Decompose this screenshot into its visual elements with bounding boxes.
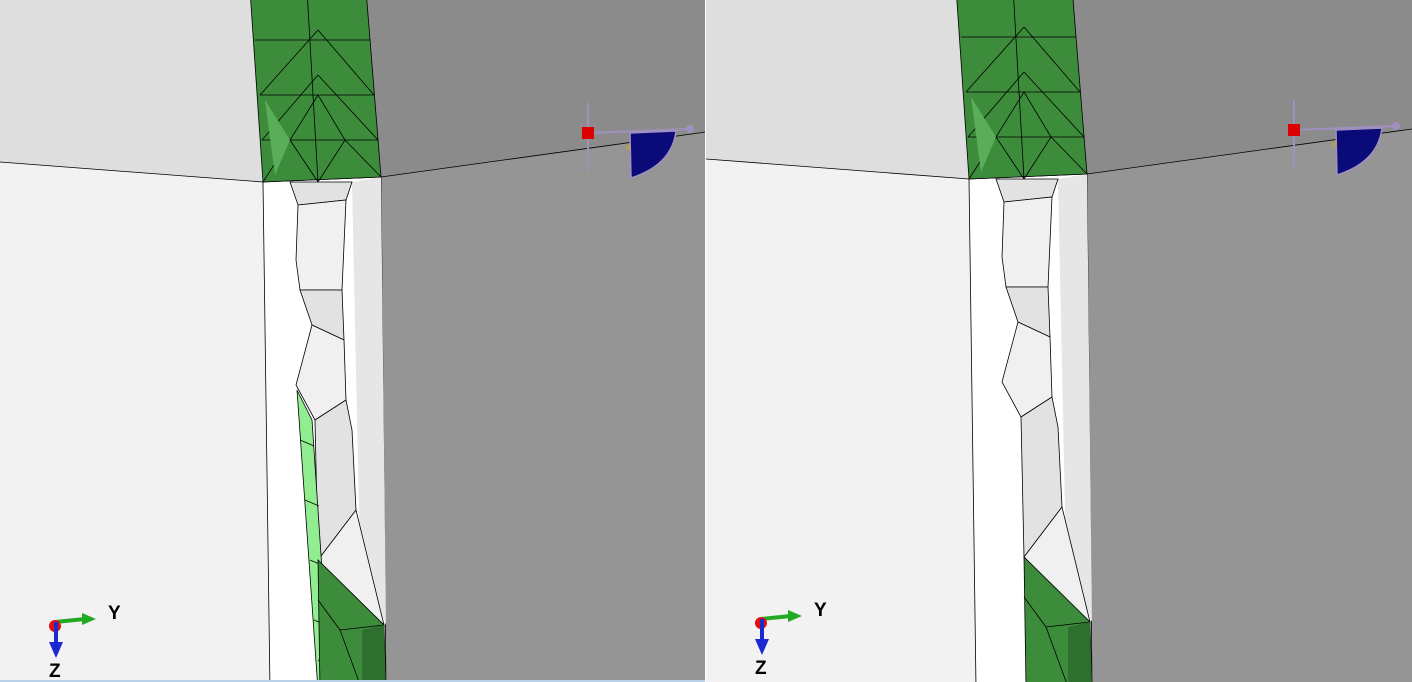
mesh-shade <box>362 625 386 680</box>
mesh-edge <box>344 139 382 178</box>
triad-y-label: Y <box>108 603 121 624</box>
mesh-element-white <box>295 199 347 291</box>
mesh-edge <box>1045 626 1067 682</box>
triad-y-arrow <box>760 614 792 621</box>
viewport-left[interactable]: x Y Z <box>0 0 705 682</box>
triad-y-arrow <box>54 617 86 624</box>
triad-y-label: Y <box>814 600 827 621</box>
csys-origin-marker-icon <box>1288 124 1300 136</box>
mesh-edge <box>317 139 346 183</box>
model-canvas-right[interactable]: x <box>706 0 1412 682</box>
viewport-right[interactable]: x Y Z <box>706 0 1412 682</box>
mesh-edge <box>289 139 319 183</box>
green-mesh-region-top <box>250 0 382 183</box>
mesh-edge <box>1023 596 1047 628</box>
triad-y-arrowhead-icon <box>788 610 802 622</box>
mesh-edge <box>317 74 379 141</box>
mesh-edge <box>965 26 1025 93</box>
top-face-light <box>0 0 263 182</box>
mesh-element-white <box>1001 196 1053 288</box>
viewport-divider <box>705 0 706 682</box>
triad-z-arrowhead-icon <box>49 642 63 658</box>
csys-origin-marker-icon <box>582 127 594 139</box>
csys-axis-end <box>1392 122 1400 130</box>
mesh-edge <box>289 94 319 141</box>
side-face-dark <box>1087 129 1412 682</box>
side-face-dark <box>381 132 705 680</box>
csys-axis-line <box>587 128 691 134</box>
mesh-edge <box>317 599 341 631</box>
mesh-edge <box>259 29 319 96</box>
triad-y-arrowhead-icon <box>82 613 96 625</box>
csys-x-mark: x <box>1332 139 1337 150</box>
mesh-edge <box>1023 91 1052 138</box>
csys-axis-line <box>1293 125 1397 131</box>
edge-line <box>706 158 970 180</box>
top-face-dark <box>1072 0 1412 174</box>
mesh-edge <box>307 0 319 183</box>
mesh-edge <box>1023 26 1081 93</box>
csys-x-mark: x <box>626 142 631 153</box>
mesh-edge <box>1045 621 1091 628</box>
mesh-edge <box>1050 136 1088 175</box>
mesh-highlight <box>265 100 290 175</box>
mesh-edge <box>1023 136 1052 180</box>
triad-z-label: Z <box>755 658 767 679</box>
csys-quarter-disc-icon <box>1335 127 1383 177</box>
csys-axis-end <box>686 125 694 133</box>
mesh-edge <box>317 29 375 96</box>
mesh-edge <box>299 439 315 447</box>
triad-z-label: Z <box>49 661 61 682</box>
mesh-edge <box>995 136 1025 180</box>
top-face-dark <box>365 0 705 177</box>
green-mesh-region-top <box>956 0 1088 180</box>
edge-line <box>0 161 264 183</box>
mesh-edge <box>317 94 346 141</box>
model-canvas-left[interactable]: x <box>0 0 705 682</box>
slot-wall-shade <box>1058 174 1092 622</box>
top-face-light <box>706 0 969 179</box>
slot-wall-shade <box>352 177 386 625</box>
mesh-highlight <box>971 97 996 172</box>
mesh-edge <box>995 91 1025 138</box>
triad-z-arrowhead-icon <box>755 639 769 655</box>
mesh-shade <box>1068 622 1092 682</box>
mesh-edge <box>1013 0 1025 180</box>
mesh-edge <box>339 624 385 631</box>
mesh-edge <box>304 499 320 507</box>
csys-quarter-disc-icon <box>629 130 677 180</box>
mesh-element-white <box>1020 396 1063 559</box>
mesh-edge <box>1023 71 1085 138</box>
mesh-edge <box>339 629 359 680</box>
